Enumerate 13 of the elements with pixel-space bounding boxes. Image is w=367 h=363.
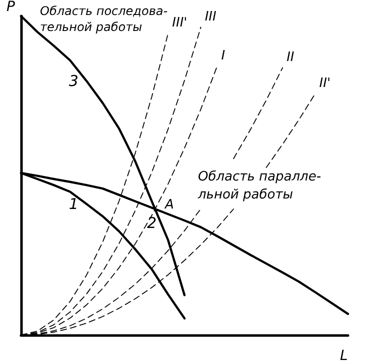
x-axis-title: L [340, 348, 348, 363]
series-label: 2 [147, 214, 157, 232]
y-axis-title: P [6, 0, 16, 15]
series-label: II' [319, 76, 331, 92]
series-label: III' [172, 16, 188, 31]
series-label: II [286, 50, 294, 66]
series-label: I [221, 48, 226, 64]
series-label: III [204, 10, 217, 25]
annotation: Область последова- тельной работы [40, 4, 168, 34]
annotation: A [164, 198, 174, 212]
annotation: Область паралле- льной работы [197, 170, 322, 202]
series-label: 3 [68, 72, 78, 90]
series-label: 1 [68, 194, 78, 213]
